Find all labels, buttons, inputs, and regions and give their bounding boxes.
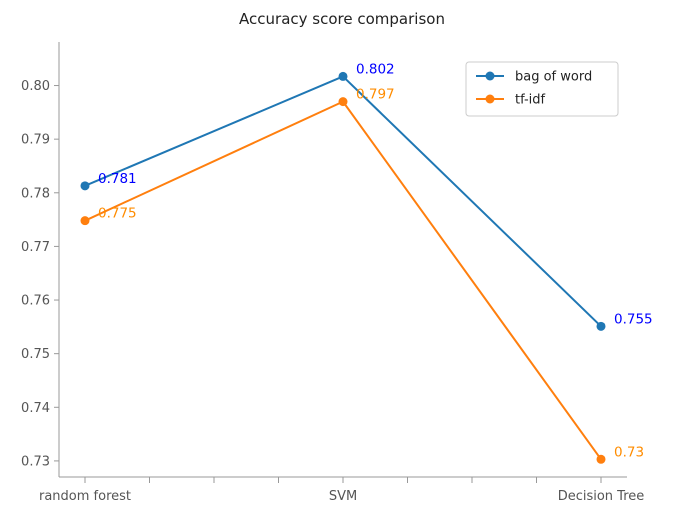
chart-title: Accuracy score comparison: [239, 10, 445, 28]
y-tick-label: 0.80: [21, 79, 50, 94]
y-tick-label: 0.76: [21, 294, 50, 309]
legend-entry-label: tf-idf: [515, 93, 546, 108]
data-point: [80, 216, 90, 226]
x-tick-label: SVM: [329, 489, 357, 504]
y-axis: 0.73 0.74 0.75 0.76 0.77 0.78 0.79 0.80: [21, 42, 60, 477]
data-label: 0.755: [614, 311, 653, 327]
legend-entry-label: bag of word: [515, 70, 592, 85]
x-axis: random forest SVM Decision Tree: [39, 476, 645, 504]
data-point: [596, 321, 606, 331]
data-label: 0.781: [98, 171, 137, 187]
data-label: 0.73: [614, 444, 644, 460]
x-tick-label: Decision Tree: [558, 489, 645, 504]
data-label: 0.797: [356, 87, 395, 103]
y-tick-label: 0.74: [21, 401, 50, 416]
y-tick-label: 0.73: [21, 454, 50, 469]
series-lines: [80, 71, 606, 464]
y-tick-label: 0.75: [21, 347, 50, 362]
x-tick-label: random forest: [39, 489, 131, 504]
data-point: [338, 97, 348, 107]
legend: bag of word tf-idf: [465, 61, 619, 117]
data-label: 0.775: [98, 206, 137, 222]
legend-swatch-marker: [485, 71, 495, 81]
y-tick-label: 0.79: [21, 133, 50, 148]
data-label: 0.802: [356, 61, 395, 77]
y-tick-label: 0.78: [21, 186, 50, 201]
series-line-1: [84, 100, 602, 460]
data-point: [80, 181, 90, 191]
data-labels: 0.781 0.802 0.755 0.775 0.797 0.73: [98, 61, 653, 460]
legend-swatch-marker: [485, 94, 495, 104]
y-tick-label: 0.77: [21, 240, 50, 255]
data-point: [338, 71, 348, 81]
data-point: [596, 454, 606, 464]
